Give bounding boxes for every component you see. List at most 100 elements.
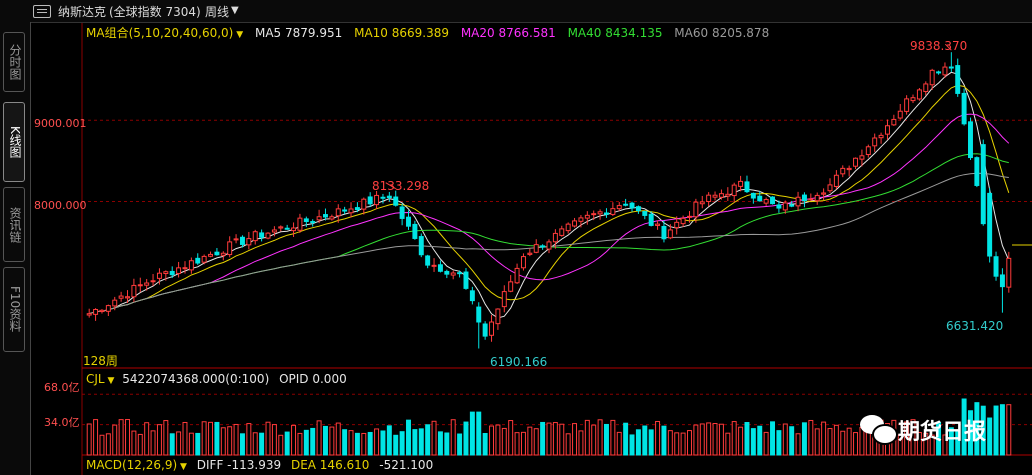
- candle-body: [214, 251, 220, 256]
- candle: [335, 204, 341, 223]
- candle-body: [444, 270, 450, 275]
- volume-bar: [214, 421, 220, 456]
- volume-bar: [227, 426, 233, 456]
- candle: [667, 224, 673, 240]
- chevron-down-icon[interactable]: ▼: [233, 30, 244, 40]
- candle: [431, 258, 437, 272]
- candle-body: [520, 256, 526, 269]
- volume-bar: [584, 419, 590, 456]
- ma60-value: MA60 8205.878: [674, 26, 770, 40]
- candle-body: [156, 272, 162, 279]
- volume-bar: [725, 432, 731, 456]
- volume-bar: [712, 423, 718, 456]
- candle-body: [208, 253, 214, 257]
- candle: [271, 226, 277, 237]
- chevron-down-icon[interactable]: ▼: [231, 5, 239, 16]
- candle-body: [795, 196, 801, 207]
- volume-bar: [291, 424, 297, 456]
- candle-body: [380, 196, 386, 199]
- candle: [520, 253, 526, 271]
- tab-news[interactable]: 资讯链: [3, 187, 25, 262]
- candle: [674, 216, 680, 235]
- candle: [227, 236, 233, 258]
- candle: [814, 192, 820, 205]
- candle: [706, 192, 712, 207]
- chevron-down-icon[interactable]: ▼: [104, 376, 115, 386]
- ma20-value: MA20 8766.581: [460, 26, 556, 40]
- candle: [821, 188, 827, 200]
- candle: [380, 193, 386, 204]
- candle: [635, 205, 641, 214]
- volume-bar: [93, 419, 99, 456]
- candle: [303, 216, 309, 228]
- volume-bar: [610, 419, 616, 456]
- volume-bar: [265, 421, 271, 456]
- volume-bar: [597, 419, 603, 456]
- macd-indicator-name[interactable]: MACD(12,26,9): [86, 458, 178, 472]
- candle-body: [265, 232, 271, 239]
- candle: [348, 202, 354, 218]
- candle: [629, 201, 635, 212]
- ma-group-label[interactable]: MA组合(5,10,20,40,60,0): [86, 26, 234, 40]
- volume-bar: [603, 423, 609, 456]
- candle-body: [93, 308, 99, 315]
- volume-bar: [776, 430, 782, 456]
- candle: [712, 191, 718, 201]
- wechat-icon: [858, 413, 898, 445]
- volume-bar: [495, 424, 501, 456]
- volume-bar: [999, 404, 1005, 456]
- candle-body: [916, 89, 922, 100]
- tab-f10[interactable]: F10资料: [3, 267, 25, 352]
- chevron-down-icon[interactable]: ▼: [177, 462, 187, 472]
- tab-kline[interactable]: K线图: [3, 102, 25, 182]
- volume-bar: [770, 421, 775, 456]
- candle: [476, 302, 482, 349]
- volume-bar: [955, 430, 961, 456]
- volume-bar: [450, 419, 456, 456]
- volume-bar: [808, 419, 814, 456]
- period-selector[interactable]: 周线: [205, 5, 230, 19]
- volume-bar: [661, 425, 667, 456]
- candle-body: [904, 98, 910, 112]
- candle-body: [610, 208, 616, 215]
- volume-bar: [936, 422, 942, 456]
- instrument-title: 纳斯达克: [58, 5, 107, 19]
- candle: [942, 62, 948, 78]
- volume-bar: [910, 419, 916, 456]
- volume-bar: [699, 423, 705, 456]
- candle-body: [86, 313, 92, 316]
- candle: [744, 175, 750, 194]
- volume-bar: [380, 430, 386, 456]
- volume-bar: [354, 432, 360, 456]
- volume-indicator-name[interactable]: CJL: [86, 372, 105, 386]
- candle-body: [552, 232, 558, 243]
- candle-body: [540, 245, 546, 248]
- candle-body: [329, 216, 335, 220]
- candle: [559, 225, 565, 237]
- tab-intraday[interactable]: 分时图: [3, 32, 25, 92]
- candle: [923, 81, 929, 96]
- candle-body: [118, 295, 124, 299]
- menu-icon[interactable]: [33, 5, 51, 18]
- candle-body: [738, 180, 744, 187]
- candle: [552, 229, 558, 249]
- candle: [718, 189, 724, 200]
- candle-body: [776, 204, 782, 209]
- candle: [412, 220, 418, 240]
- candle: [418, 233, 424, 258]
- candle: [316, 209, 322, 224]
- candle-body: [354, 207, 360, 211]
- volume-bar: [731, 421, 737, 456]
- candle: [291, 222, 297, 237]
- volume-bar: [99, 434, 105, 456]
- candle-body: [469, 290, 475, 302]
- volume-bar: [559, 423, 565, 456]
- candle-body: [859, 155, 865, 160]
- volume-bar: [220, 427, 226, 456]
- volume-tick-68: 68.0亿: [44, 381, 80, 394]
- volume-bar: [948, 427, 954, 456]
- candle: [425, 254, 431, 269]
- candle-body: [872, 137, 878, 147]
- volume-bar: [801, 422, 807, 456]
